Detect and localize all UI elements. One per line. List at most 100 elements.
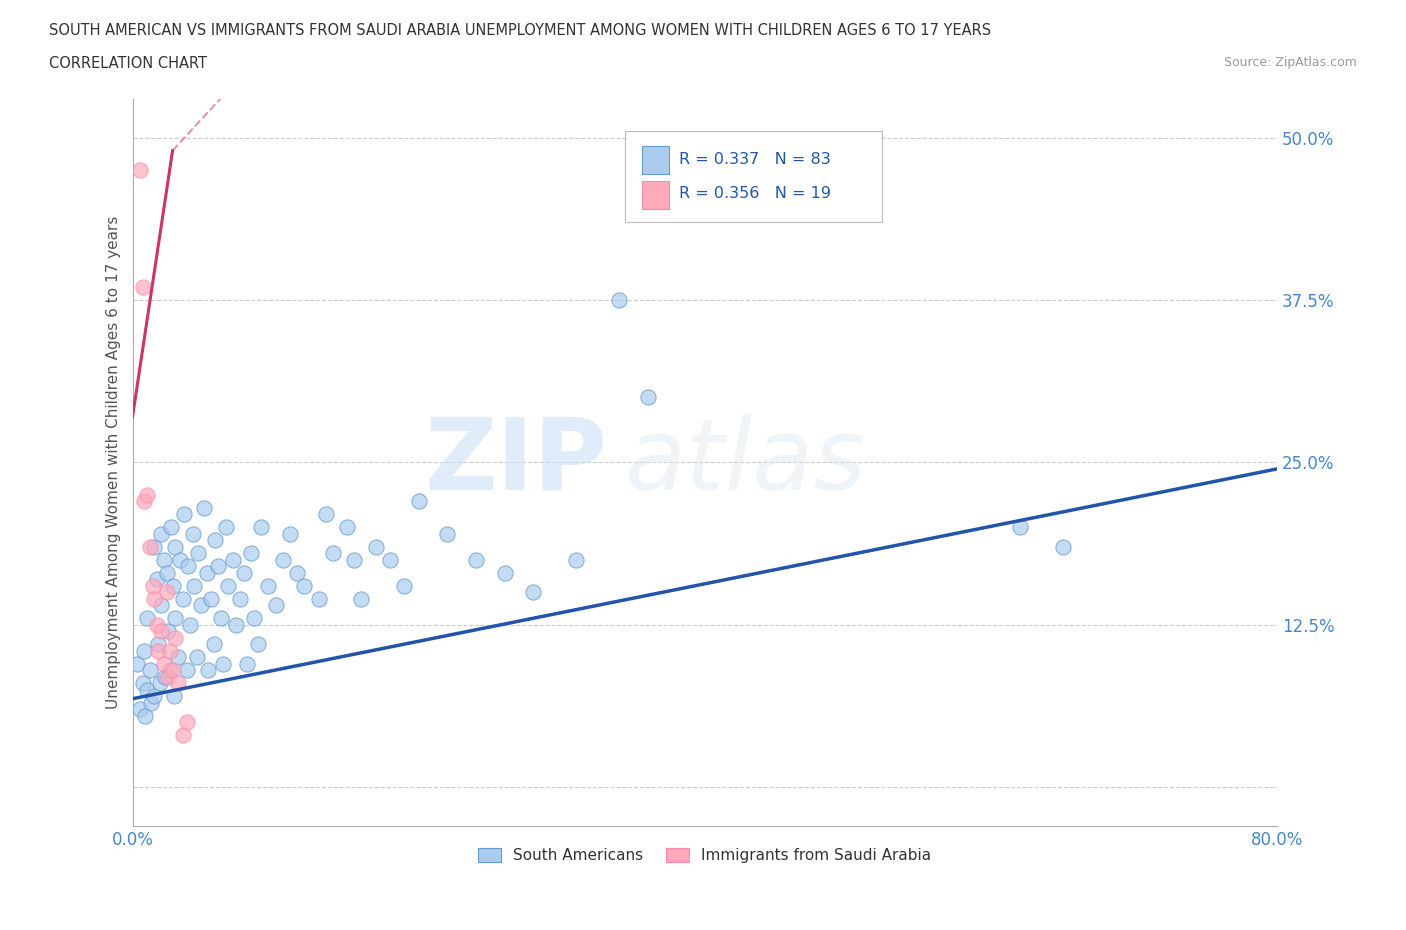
Point [135,487,157,502]
Point [271,552,294,567]
Point [243,611,266,626]
Point [160,520,183,535]
Point [322,546,344,561]
Point [197,663,219,678]
Point [150,598,173,613]
Point [157,670,180,684]
Point [179,618,201,632]
Point [436,526,458,541]
Point [394,578,416,593]
Point [128,701,150,716]
Bar [643,146,669,174]
Point [159,663,181,678]
Point [165,611,187,626]
Point [143,689,166,704]
Point [156,565,179,580]
Point [292,578,315,593]
Point [217,578,239,593]
Point [1052,539,1074,554]
Point [155,670,177,684]
Text: Source: ZipAtlas.com: Source: ZipAtlas.com [1223,56,1357,69]
Point [465,552,488,567]
Point [494,565,516,580]
Point [139,696,162,711]
Point [607,293,630,308]
Point [264,598,287,613]
Point [167,650,190,665]
Point [165,631,187,645]
Point [257,578,280,593]
Point [167,676,190,691]
Point [211,657,233,671]
Point [150,624,173,639]
Point [408,494,430,509]
Point [153,552,176,567]
Point [522,585,544,600]
Point [207,559,229,574]
Point [225,618,247,632]
Text: SOUTH AMERICAN VS IMMIGRANTS FROM SAUDI ARABIA UNEMPLOYMENT AMONG WOMEN WITH CHI: SOUTH AMERICAN VS IMMIGRANTS FROM SAUDI … [49,23,991,38]
Text: R = 0.337   N = 83: R = 0.337 N = 83 [679,152,831,166]
Point [172,727,194,742]
Point [250,520,273,535]
Point [173,507,195,522]
Point [229,591,252,606]
Point [190,598,212,613]
Point [187,546,209,561]
Point [148,644,170,658]
Point [132,644,155,658]
Point [163,689,186,704]
Point [350,591,373,606]
Point [125,657,148,671]
Point [233,565,256,580]
Point [162,663,184,678]
Point [150,526,173,541]
Y-axis label: Unemployment Among Women with Children Ages 6 to 17 years: Unemployment Among Women with Children A… [107,216,121,709]
Point [195,565,218,580]
Point [214,520,236,535]
Point [278,526,301,541]
Point [565,552,588,567]
Point [364,539,387,554]
Point [135,611,157,626]
Point [177,559,200,574]
Point [176,714,198,729]
Bar [643,181,669,208]
Point [138,663,160,678]
Point [146,572,169,587]
Point [146,618,169,632]
Point [247,637,270,652]
Point [183,578,205,593]
Point [308,591,330,606]
Point [157,624,180,639]
Point [343,552,366,567]
Point [143,539,166,554]
Point [200,591,222,606]
Point [148,637,170,652]
Point [134,708,156,723]
Point [236,657,259,671]
Legend: South Americans, Immigrants from Saudi Arabia: South Americans, Immigrants from Saudi A… [472,842,938,870]
Point [204,533,226,548]
Point [149,676,172,691]
FancyBboxPatch shape [624,131,883,222]
Point [240,546,263,561]
Point [156,585,179,600]
Point [181,526,204,541]
Text: R = 0.356   N = 19: R = 0.356 N = 19 [679,187,831,202]
Point [336,520,359,535]
Point [159,644,181,658]
Point [221,552,243,567]
Point [186,650,208,665]
Point [315,507,337,522]
Point [131,280,153,295]
Point [1008,520,1031,535]
Point [162,578,184,593]
Point [143,591,166,606]
Point [172,591,194,606]
Point [132,494,155,509]
Point [165,539,187,554]
Point [138,539,160,554]
Point [285,565,308,580]
Point [378,552,401,567]
